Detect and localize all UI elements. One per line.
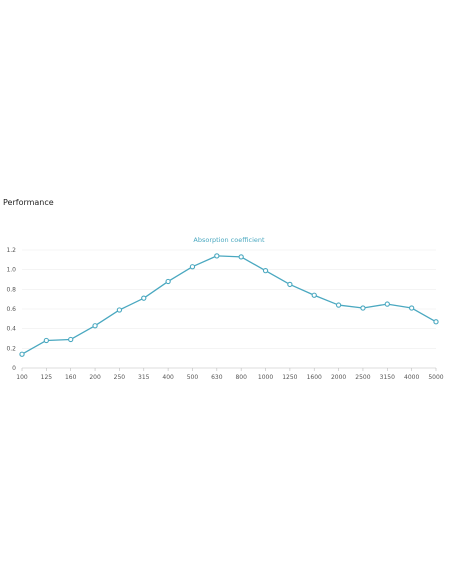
data-point [19,351,25,357]
x-tick-label: 630 [211,374,223,381]
data-point [287,281,293,288]
y-tick-label: 0.8 [6,286,16,293]
x-tick-label: 125 [41,374,53,381]
legend-label: Absorption coefficient [193,236,265,244]
data-point [262,268,269,274]
data-point [433,319,439,325]
x-tick-label: 1600 [307,374,322,381]
x-axis: 100 125 160 200 250 315 400 500 630 800 1000 1250 16… [16,368,444,381]
data-point [311,292,317,298]
y-tick-label: 0.6 [6,306,16,313]
y-axis: 0 0.2 0.4 0.6 0.8 1.0 1.2 [6,247,16,372]
data-point [214,253,220,259]
x-tick-label: 100 [16,374,28,381]
y-tick-label: 0.4 [6,326,16,333]
x-tick-label: 1250 [282,374,297,381]
data-point [141,295,147,301]
data-point [335,302,342,308]
x-tick-label: 5000 [428,374,443,381]
y-tick-label: 1.0 [6,267,16,274]
x-tick-label: 800 [235,374,247,381]
x-tick-label: 500 [187,374,199,381]
y-tick-label: 0.2 [6,345,16,352]
data-point [360,305,366,311]
x-tick-label: 2000 [331,374,346,381]
x-tick-label: 4000 [404,374,419,381]
data-point [68,336,74,343]
x-tick-label: 315 [138,374,150,381]
x-tick-label: 160 [65,374,77,381]
x-tick-label: 2500 [355,374,370,381]
data-point [165,278,171,285]
series-layer [19,253,439,357]
data-point [384,301,390,307]
series-line [21,255,437,355]
y-tick-label: 0 [12,365,16,372]
x-tick-label: 400 [162,374,174,381]
absorption-chart: 0 0.2 0.4 0.6 0.8 1.0 1.2 100 125 160 200 250 315 40… [6,236,444,381]
section-heading: Performance [3,198,54,207]
y-tick-label: 1.2 [6,247,16,254]
data-point [43,337,50,344]
legend: Absorption coefficient [193,236,265,244]
data-point [189,264,196,270]
data-point [408,305,415,311]
x-tick-label: 250 [114,374,126,381]
x-tick-label: 3150 [380,374,395,381]
x-tick-label: 1000 [258,374,273,381]
x-tick-label: 200 [89,374,101,381]
data-point [238,254,244,260]
data-point [116,307,123,313]
data-point [92,323,98,329]
grid-lines [22,249,436,369]
